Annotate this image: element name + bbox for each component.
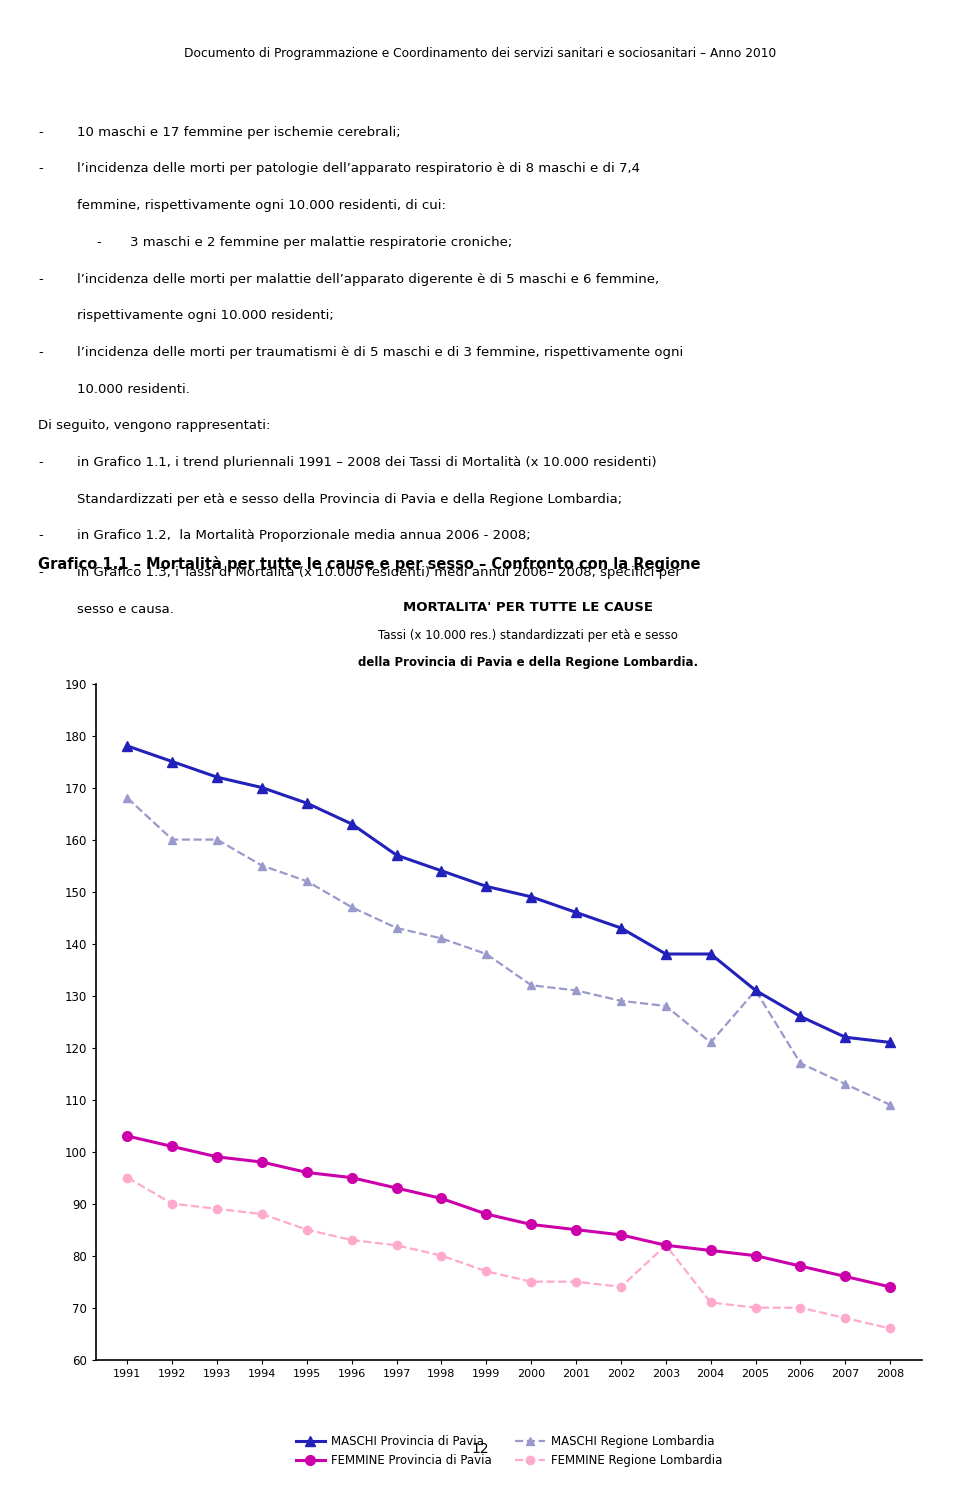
Legend: MASCHI Provincia di Pavia, FEMMINE Provincia di Pavia, MASCHI Regione Lombardia,: MASCHI Provincia di Pavia, FEMMINE Provi…	[291, 1431, 727, 1473]
Text: MORTALITA' PER TUTTE LE CAUSE: MORTALITA' PER TUTTE LE CAUSE	[403, 600, 653, 614]
Text: in Grafico 1.2,  la Mortalità Proporzionale media annua 2006 - 2008;: in Grafico 1.2, la Mortalità Proporziona…	[77, 529, 531, 542]
Text: 3 maschi e 2 femmine per malattie respiratorie croniche;: 3 maschi e 2 femmine per malattie respir…	[130, 236, 512, 248]
Text: 10.000 residenti.: 10.000 residenti.	[77, 382, 190, 395]
Text: l’incidenza delle morti per malattie dell’apparato digerente è di 5 maschi e 6 f: l’incidenza delle morti per malattie del…	[77, 272, 659, 285]
Text: -: -	[38, 162, 43, 175]
Text: l’incidenza delle morti per patologie dell’apparato respiratorio è di 8 maschi e: l’incidenza delle morti per patologie de…	[77, 162, 639, 175]
Text: Standardizzati per età e sesso della Provincia di Pavia e della Regione Lombardi: Standardizzati per età e sesso della Pro…	[77, 493, 622, 505]
Text: l’incidenza delle morti per traumatismi è di 5 maschi e di 3 femmine, rispettiva: l’incidenza delle morti per traumatismi …	[77, 346, 684, 360]
Text: Di seguito, vengono rappresentati:: Di seguito, vengono rappresentati:	[38, 419, 271, 432]
Text: -: -	[38, 456, 43, 470]
Text: in Grafico 1.3, i Tassi di Mortalità (x 10.000 residenti) medi annui 2006– 2008,: in Grafico 1.3, i Tassi di Mortalità (x …	[77, 566, 681, 580]
Text: in Grafico 1.1, i trend pluriennali 1991 – 2008 dei Tassi di Mortalità (x 10.000: in Grafico 1.1, i trend pluriennali 1991…	[77, 456, 657, 470]
Text: rispettivamente ogni 10.000 residenti;: rispettivamente ogni 10.000 residenti;	[77, 309, 333, 322]
Text: -: -	[38, 529, 43, 542]
Text: -: -	[38, 346, 43, 360]
Text: sesso e causa.: sesso e causa.	[77, 603, 174, 615]
Text: 12: 12	[471, 1443, 489, 1456]
Text: Documento di Programmazione e Coordinamento dei servizi sanitari e sociosanitari: Documento di Programmazione e Coordiname…	[184, 46, 776, 59]
Text: -: -	[38, 272, 43, 285]
Text: -: -	[38, 566, 43, 580]
Text: Tassi (x 10.000 res.) standardizzati per età e sesso: Tassi (x 10.000 res.) standardizzati per…	[378, 629, 678, 642]
Text: della Provincia di Pavia e della Regione Lombardia.: della Provincia di Pavia e della Regione…	[358, 655, 698, 669]
Text: -: -	[96, 236, 101, 248]
Text: -: -	[38, 126, 43, 138]
Text: Grafico 1.1 – Mortalità per tutte le cause e per sesso – Confronto con la Region: Grafico 1.1 – Mortalità per tutte le cau…	[38, 556, 701, 572]
Text: femmine, rispettivamente ogni 10.000 residenti, di cui:: femmine, rispettivamente ogni 10.000 res…	[77, 199, 445, 212]
Text: 10 maschi e 17 femmine per ischemie cerebrali;: 10 maschi e 17 femmine per ischemie cere…	[77, 126, 400, 138]
